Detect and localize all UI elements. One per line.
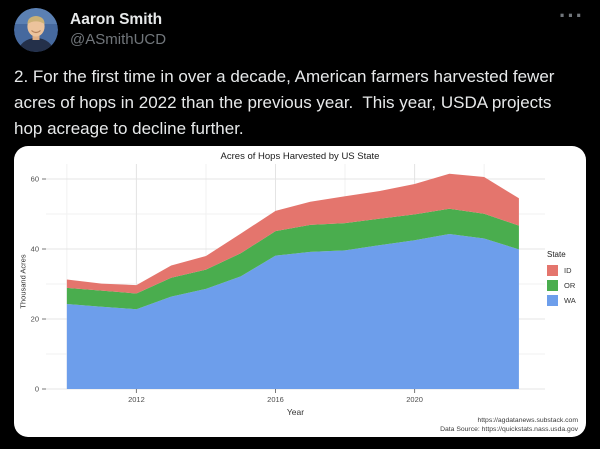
legend-entries: ID OR WA (547, 265, 576, 306)
legend-swatch-WA (547, 295, 558, 306)
chart-title: Acres of Hops Harvested by US State (220, 151, 380, 162)
y-tick-label: 0 (35, 385, 39, 394)
y-axis-title: Thousand Acres (18, 254, 28, 309)
tweet-text: 2. For the first time in over a decade, … (14, 64, 594, 142)
chart-legend: State ID OR WA (547, 250, 576, 310)
legend-swatch-ID (547, 265, 558, 276)
area-band-ID (66, 173, 519, 294)
y-tick-label: 40 (31, 245, 39, 254)
y-tick-label: 60 (31, 175, 39, 184)
area-band-OR (66, 208, 519, 310)
legend-item-OR: OR (547, 280, 576, 291)
author-block: Aaron Smith @ASmithUCD (70, 10, 166, 50)
tweet-header: Aaron Smith @ASmithUCD ··· (14, 3, 586, 54)
credit-line: Data Source: https://quickstats.nass.usd… (440, 425, 578, 433)
stacked-area-chart: 0 20 40 60 2012 2016 2020 (31, 164, 545, 404)
legend-item-WA: WA (547, 295, 576, 306)
author-handle[interactable]: @ASmithUCD (70, 31, 167, 48)
tweet-text-line: 2. For the first time in over a decade, … (14, 67, 555, 86)
chart-image-card[interactable]: Acres of Hops Harvested by US State 0 20 4… (14, 146, 586, 437)
legend-swatch-OR (547, 280, 558, 291)
tweet-text-line: hop acreage to decline further. (14, 119, 244, 138)
tweet-text-line: acres of hops in 2022 than the previous … (14, 93, 552, 112)
x-tick-label: 2016 (267, 395, 284, 404)
legend-title: State (547, 250, 566, 259)
x-tick-label: 2012 (128, 395, 145, 404)
author-name[interactable]: Aaron Smith (70, 11, 163, 28)
more-icon[interactable]: ··· (559, 3, 584, 28)
legend-label: OR (564, 281, 576, 290)
legend-item-ID: ID (547, 265, 576, 276)
credit-line: https://agdatanews.substack.com (477, 417, 579, 424)
avatar-photo-icon (14, 8, 58, 52)
legend-label: ID (564, 266, 572, 275)
x-axis-title: Year (286, 407, 305, 417)
area-band-WA (66, 233, 519, 389)
avatar[interactable] (14, 8, 58, 52)
x-tick-label: 2020 (406, 395, 423, 404)
chart-credits: https://agdatanews.substack.com Data Sou… (440, 417, 578, 434)
legend-label: WA (564, 296, 576, 305)
y-tick-label: 20 (31, 315, 39, 324)
